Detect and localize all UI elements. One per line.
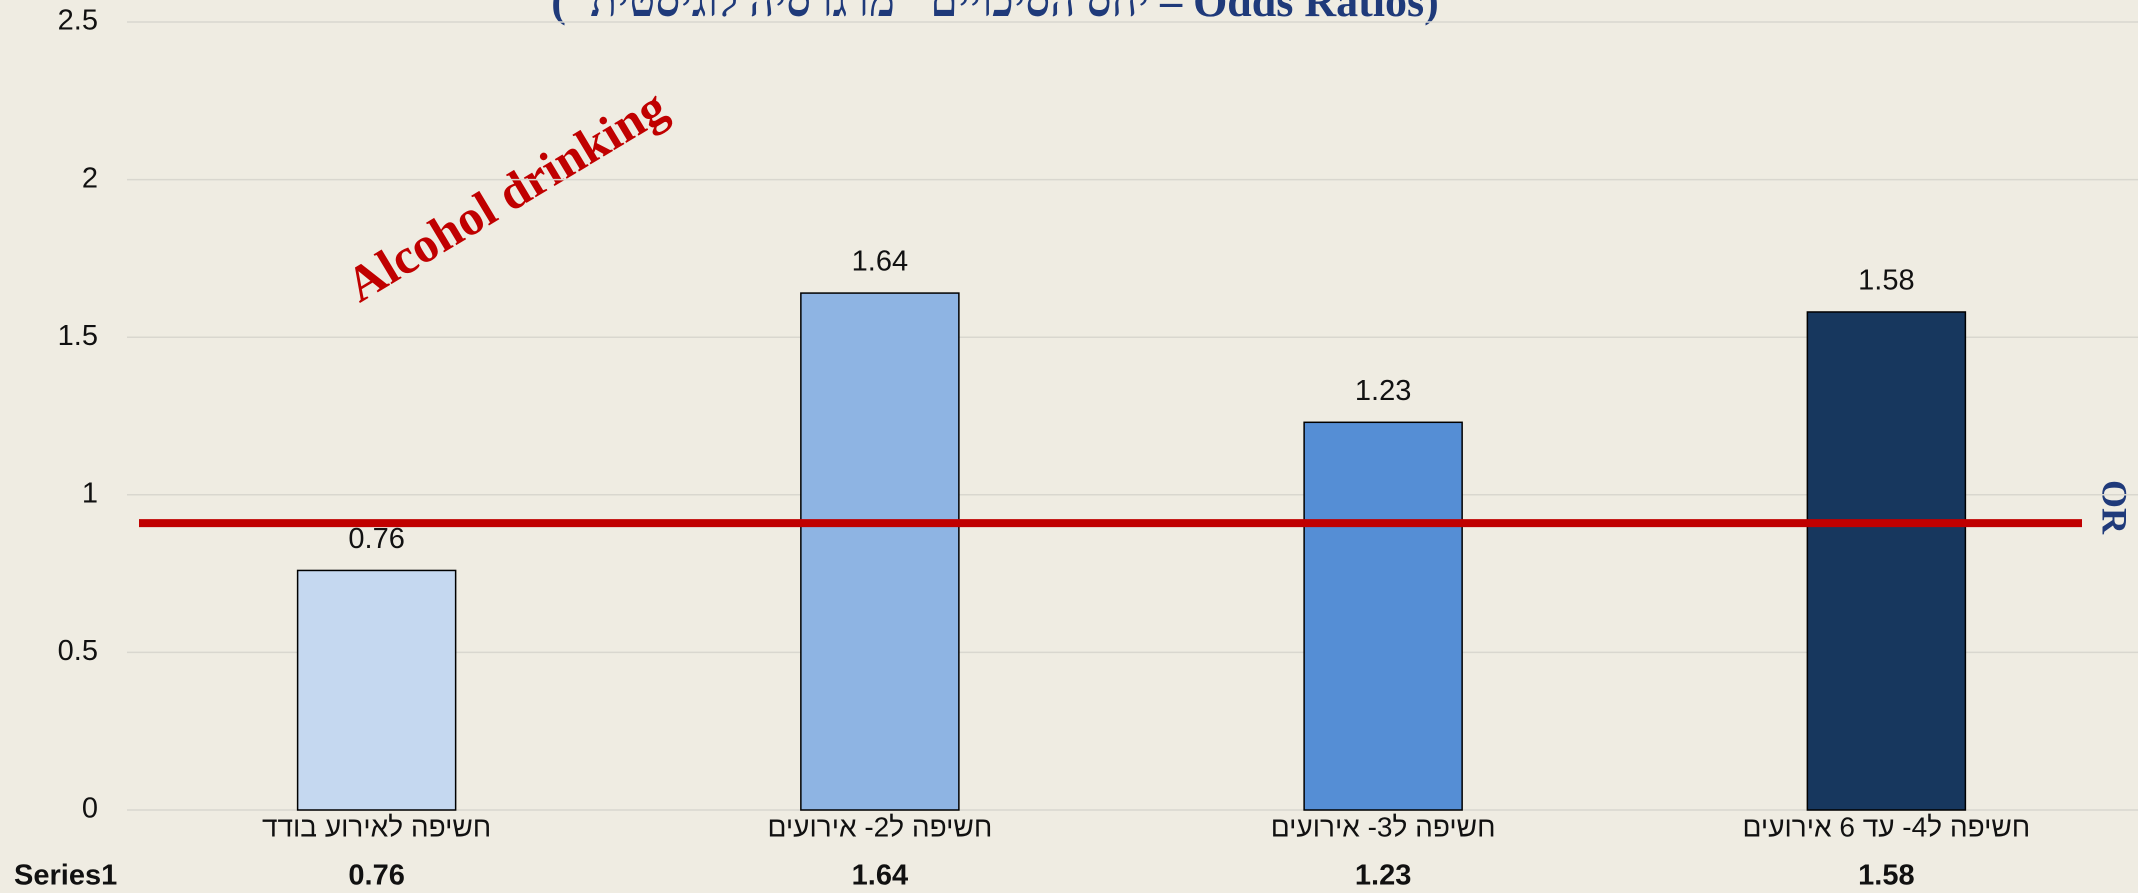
y-tick-label: 2.5 [58, 5, 98, 37]
bar [296, 569, 457, 811]
table-value: 1.23 [1355, 860, 1411, 892]
x-tick-label: חשיפה לאירוע בודד [262, 811, 491, 842]
annotation: Alcohol drinking [336, 78, 676, 313]
data-label: 0.76 [348, 523, 404, 555]
table-value: 1.64 [852, 860, 908, 892]
y-tick-label: 1 [82, 477, 98, 509]
bar [1303, 421, 1463, 811]
data-label: 1.64 [852, 246, 908, 278]
y-tick-label: 0.5 [58, 635, 98, 667]
data-label: 1.23 [1355, 375, 1411, 407]
table-value: 0.76 [348, 860, 404, 892]
bar [1806, 311, 1967, 811]
y-tick-label: 0 [82, 793, 98, 825]
table-value: 1.58 [1858, 860, 1914, 892]
bar [800, 292, 960, 811]
x-tick-label: חשיפה ל2- אירועים [767, 811, 992, 842]
x-tick-label: חשיפה ל4- עד 6 אירועים [1742, 811, 2030, 842]
x-tick-label: חשיפה ל3- אירועים [1271, 811, 1496, 842]
y-axis-label: OR [2095, 480, 2135, 535]
y-tick-label: 2 [82, 162, 98, 194]
data-label: 1.58 [1858, 265, 1914, 297]
y-tick-label: 1.5 [58, 320, 98, 352]
table-series-name: Series1 [14, 860, 117, 892]
